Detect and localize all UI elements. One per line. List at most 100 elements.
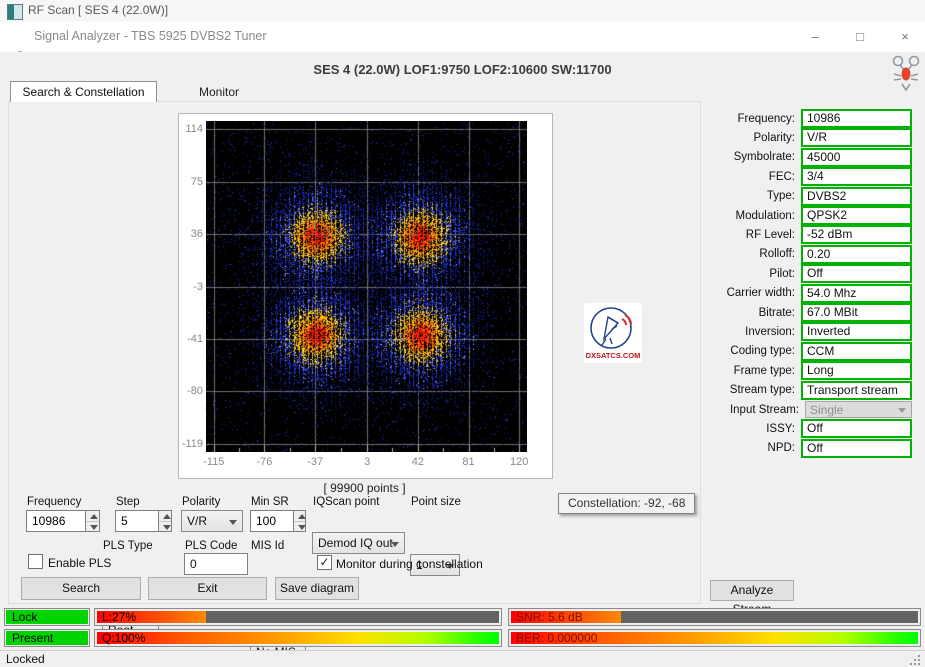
field-row: Coding type: CCM (700, 341, 912, 361)
min-sr-label: Min SR (251, 496, 289, 508)
tab-monitor[interactable]: Monitor (198, 85, 239, 99)
field-value-box: Transport stream (801, 380, 912, 400)
x-axis-tick-label: 3 (364, 456, 371, 468)
field-label: ISSY: (766, 422, 795, 435)
field-value-box: V/R (801, 128, 912, 148)
field-label: Stream type: (729, 384, 795, 397)
input-stream-dropdown[interactable]: Single (805, 401, 912, 418)
field-row: Frequency: 10986 (700, 109, 912, 128)
field-label: Input Stream: (729, 403, 799, 416)
points-count-caption: [ 99900 points ] (323, 481, 406, 495)
step-stepper[interactable] (115, 510, 172, 532)
y-axis-tick-label: -41 (187, 332, 203, 345)
frequency-down-icon[interactable] (86, 521, 99, 531)
field-row: ISSY: Off (700, 419, 912, 439)
field-row: NPD: Off (700, 438, 912, 458)
chevron-down-icon (898, 408, 906, 413)
header-strip (0, 52, 925, 82)
constellation-tooltip: Constellation: -92, -68 (558, 493, 696, 514)
right-panel-fields: Frequency: 10986 Polarity: V/R Symbolrate: 45… (700, 109, 912, 462)
field-label: Carrier width: (726, 287, 795, 300)
frequency-input[interactable] (27, 511, 86, 531)
present-indicator: Present (4, 629, 90, 647)
rf-scan-app-icon (7, 4, 23, 20)
field-row: Type: DVBS2 (700, 186, 912, 206)
field-value-box: 45000 (801, 147, 912, 167)
point-size-label: Point size (411, 496, 461, 508)
step-down-icon[interactable] (159, 521, 171, 531)
snr-text: SNR: 5.6 dB (516, 610, 583, 624)
satellite-header: SES 4 (22.0W) LOF1:9750 LOF2:10600 SW:11… (313, 62, 612, 77)
level-text: L:27% (102, 610, 137, 624)
y-axis-tick-label: 114 (185, 123, 203, 136)
tab-search-constellation[interactable]: Search & Constellation (10, 81, 157, 102)
chevron-down-icon (446, 564, 454, 569)
field-value-box: 54.0 Mhz (801, 283, 912, 303)
field-label: RF Level: (745, 228, 795, 241)
pls-code-input[interactable]: 0 (184, 553, 248, 575)
field-value-box: -52 dBm (801, 225, 912, 245)
field-row: Input Stream: Single (700, 401, 912, 418)
point-size-value: 1 (416, 558, 423, 572)
tab-content-frame (8, 101, 701, 604)
ber-bar: BER: 0.000000 (508, 629, 921, 647)
present-label: Present (12, 631, 54, 645)
level-bar: L:27% (94, 608, 502, 626)
field-row: FEC: 3/4 (700, 167, 912, 187)
outer-titlebar: RF Scan [ SES 4 (22.0W)] (0, 0, 925, 23)
lock-label: Lock (12, 610, 38, 624)
field-label: Bitrate: (758, 306, 795, 319)
field-label: Frame type: (733, 364, 795, 377)
field-value-box: 0.20 (801, 244, 912, 264)
lock-status-text: Locked (6, 652, 45, 666)
y-axis-tick-label: 75 (190, 175, 203, 188)
min-sr-stepper[interactable] (250, 510, 306, 532)
x-axis-tick-label: -115 (203, 456, 225, 468)
iqscan-point-dropdown[interactable]: Demod IQ out (312, 532, 405, 554)
field-value-box: QPSK2 (801, 206, 912, 225)
point-size-dropdown[interactable]: 1 (410, 554, 460, 576)
field-row: RF Level: -52 dBm (700, 225, 912, 245)
close-button[interactable]: × (901, 29, 909, 44)
field-value-box: Off (801, 438, 912, 458)
field-row: Symbolrate: 45000 (700, 147, 912, 167)
constellation-plot[interactable] (206, 121, 527, 452)
lock-indicator: Lock (4, 608, 90, 626)
field-value-box: DVBS2 (801, 186, 912, 206)
analyze-stream-button[interactable]: Analyze Stream (710, 580, 794, 616)
quality-text: Q:100% (102, 631, 146, 645)
min-sr-input[interactable] (251, 511, 293, 531)
minimize-button[interactable]: – (811, 29, 819, 44)
constellation-panel: 114 75 36 -3 -41 -80 -119 -115 -76 -37 3 42 81 120 (178, 113, 553, 479)
dxsatcs-logo: DXSATCS.COM (584, 303, 642, 363)
enable-pls-checkbox[interactable] (28, 554, 43, 569)
search-button[interactable]: Search (21, 577, 141, 600)
save-diagram-button[interactable]: Save diagram (275, 577, 359, 600)
x-axis-tick-label: -37 (307, 456, 324, 468)
field-row: Carrier width: 54.0 Mhz (700, 283, 912, 303)
field-label: Frequency: (737, 112, 795, 125)
field-row: Stream type: Transport stream (700, 380, 912, 400)
y-axis-tick-label: -119 (181, 437, 203, 450)
frequency-up-icon[interactable] (86, 511, 99, 522)
ber-text: BER: 0.000000 (516, 631, 598, 645)
resize-grip[interactable] (910, 655, 920, 665)
min-sr-down-icon[interactable] (293, 521, 305, 531)
polarity-dropdown[interactable]: V/R (181, 510, 243, 532)
exit-button[interactable]: Exit (148, 577, 267, 600)
min-sr-up-icon[interactable] (293, 511, 305, 522)
step-input[interactable] (116, 511, 159, 531)
maximize-button[interactable]: □ (856, 29, 864, 44)
field-row: Rolloff: 0.20 (700, 244, 912, 264)
emblem-logo-icon (892, 55, 920, 92)
pls-code-label: PLS Code (185, 540, 238, 552)
field-label: Pilot: (769, 267, 795, 280)
x-axis-tick-label: 120 (510, 456, 529, 468)
monitor-checkbox[interactable]: ✓ (317, 555, 332, 570)
field-value-box: 3/4 (801, 167, 912, 187)
frequency-stepper[interactable] (26, 510, 100, 532)
step-up-icon[interactable] (159, 511, 171, 522)
mis-id-label: MIS Id (251, 540, 285, 552)
field-label: Type: (766, 190, 795, 203)
field-label: Inversion: (745, 325, 795, 338)
